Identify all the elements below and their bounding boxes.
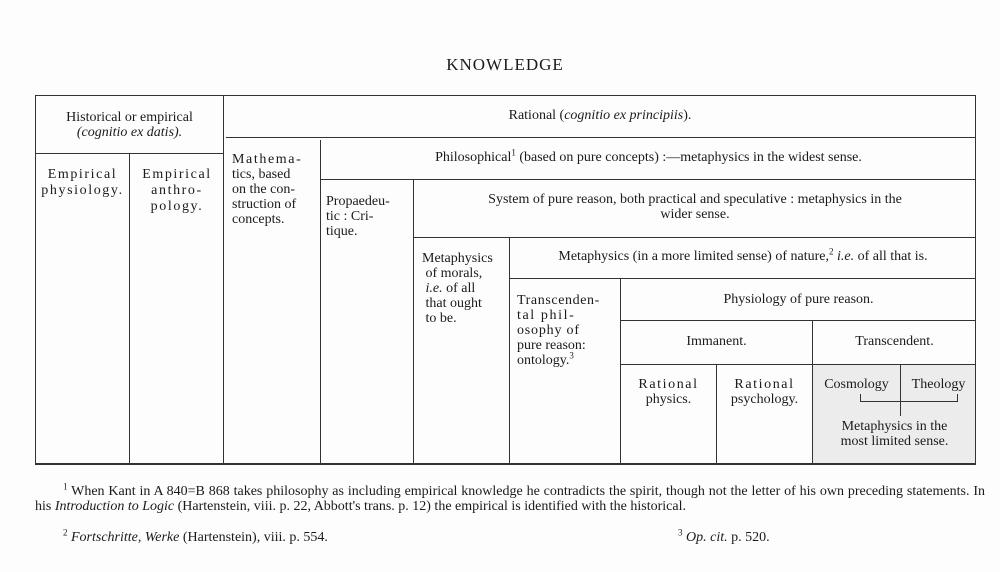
rational-physics-cell: Rational physics. [638, 377, 699, 407]
historical-header: Historical or empirical (cognitio ex dati… [66, 110, 193, 140]
footnote-2: 2 Fortschritte, Werke (Hartenstein), vii… [63, 527, 328, 545]
footnote-3: 3 Op. cit. p. 520. [678, 527, 770, 545]
rational-psychology-cell: Rational psychology. [730, 377, 799, 407]
shaded-cell [813, 365, 975, 463]
page-title: KNOWLEDGE [446, 55, 564, 74]
metaphysics-of-nature-header: Metaphysics (in a more limited sense) of… [558, 246, 928, 264]
propaedeutic-cell: Propaedeu-tic : Cri-tique. [326, 194, 390, 239]
transcendent-header: Transcendent. [855, 334, 934, 349]
empirical-physiology-cell: Empirical physiology. [41, 167, 124, 198]
system-header: System of pure reason, both practical an… [488, 192, 902, 222]
rational-header: Rational (cognitio ex principiis). [508, 108, 692, 123]
theology-cell: Theology [911, 377, 966, 392]
cosmology-cell: Cosmology [824, 377, 889, 392]
mathematics-cell: Mathema-tics, based on the con-struction … [232, 152, 303, 227]
empirical-anthropology-cell: Empirical anthro-pology. [142, 167, 212, 214]
immanent-header: Immanent. [686, 334, 747, 349]
philosophical-header: Philosophical1 (based on pure concepts) … [435, 147, 862, 165]
metaphysics-limited-cell: Metaphysics in the most limited sense. [840, 419, 949, 449]
physiology-header: Physiology of pure reason. [723, 292, 874, 307]
footnote-1: 1 When Kant in A 840=B 868 takes philoso… [35, 481, 985, 514]
metaphysics-of-morals-cell: Metaphysics of morals, i.e. of all that … [422, 251, 493, 326]
transcendental-philosophy-cell: Transcenden-tal phil-osophy of pure reaso… [517, 293, 600, 368]
